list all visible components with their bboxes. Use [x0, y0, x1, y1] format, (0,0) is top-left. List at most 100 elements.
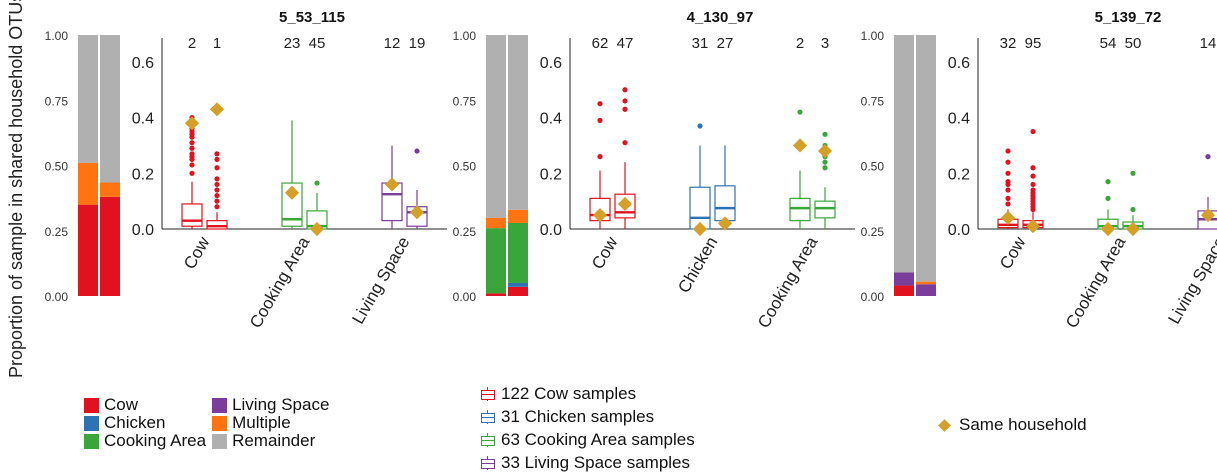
stack-tick-label: 0.25	[453, 225, 477, 239]
source-legend: Cow Chicken Cooking Area Living Space Multi…	[84, 396, 329, 450]
legend-item-chicken: Chicken	[84, 414, 206, 432]
outlier-point	[214, 192, 220, 199]
same-household-label: Same household	[959, 415, 1087, 434]
stack-tick-label: 0.75	[45, 94, 69, 108]
box-tick-label: 0.0	[948, 222, 970, 239]
outlier-point	[1030, 165, 1036, 171]
legend-label: Living Space	[232, 395, 330, 414]
panel-title: 5_139_72	[1095, 9, 1162, 26]
sample-count-label: 27	[717, 35, 734, 52]
legend-swatch	[84, 433, 99, 449]
outlier-point	[822, 131, 828, 137]
stack-segment-multiple	[78, 162, 98, 205]
stack-tick-label: 1.00	[45, 29, 69, 43]
same-household-marker	[1025, 219, 1041, 234]
diamond-icon	[938, 418, 951, 432]
outlier-point	[1130, 206, 1136, 213]
boxplot-legend-item: 122 Cow samples	[480, 382, 695, 405]
sample-count-label: 31	[692, 35, 709, 52]
box-tick-label: 0.6	[540, 55, 562, 72]
outlier-point	[189, 145, 195, 151]
stack-tick-label: 0.25	[45, 225, 69, 239]
outlier-point	[189, 170, 195, 176]
box-tick-label: 0.0	[132, 222, 154, 239]
outlier-point	[1030, 181, 1036, 188]
stack-segment-remainder	[916, 35, 936, 282]
same-household-marker	[717, 216, 733, 231]
stack-tick-label: 0.50	[453, 160, 477, 174]
box-body	[789, 197, 811, 222]
stack-tick-label: 0.00	[45, 290, 69, 304]
same-household-marker	[817, 143, 833, 159]
outlier-point	[314, 180, 320, 186]
sample-count-label: 19	[409, 35, 426, 52]
stack-segment-living-space	[894, 272, 914, 286]
outlier-point	[1005, 187, 1011, 193]
boxplot-legend: 122 Cow samples 31 Chicken samples 63 Cook…	[480, 382, 695, 474]
outlier-point	[797, 109, 803, 115]
outlier-point	[597, 117, 603, 123]
box-tick-label: 0.2	[132, 166, 154, 183]
box-body	[181, 203, 203, 227]
legend-swatch	[84, 397, 99, 413]
outlier-point	[214, 151, 220, 157]
outlier-point	[214, 187, 220, 193]
outlier-point	[189, 140, 195, 146]
category-label: Cooking Area	[754, 233, 822, 331]
boxplot-legend-label: 33 Living Space samples	[501, 453, 691, 472]
stack-segment-cooking-area	[508, 222, 528, 283]
outlier-point	[1105, 179, 1111, 185]
outlier-point	[1005, 201, 1011, 207]
panel-3: 1.00 0.75 0.50 0.25 0.00 5_139_72 0.0 0.2 0.4 0.6…	[861, 9, 1217, 331]
same-household-marker	[1125, 221, 1141, 237]
stack-segment-remainder	[508, 35, 528, 210]
sample-count-label: 54	[1100, 35, 1117, 52]
outlier-point	[622, 87, 628, 93]
sample-count-label: 50	[1125, 35, 1142, 52]
outlier-point	[189, 151, 195, 157]
outlier-point	[1030, 187, 1036, 193]
same-household-marker	[1100, 221, 1116, 237]
sample-count-label: 2	[796, 35, 804, 52]
stack-segment-cow	[100, 196, 120, 296]
same-household-marker	[309, 221, 325, 237]
boxplot-legend-item: 63 Cooking Area samples	[480, 428, 695, 451]
stack-segment-multiple	[916, 281, 936, 285]
boxplot-legend-label: 31 Chicken samples	[501, 407, 655, 426]
outlier-point	[622, 140, 628, 146]
same-household-marker	[209, 102, 225, 117]
legend-label: Remainder	[232, 431, 316, 450]
stack-tick-label: 0.00	[861, 290, 885, 304]
same-household-marker	[592, 208, 608, 223]
legend-item-living-space: Living Space	[212, 396, 329, 414]
stack-segment-cow	[78, 204, 98, 296]
same-household-marker	[617, 196, 633, 212]
same-household-marker	[184, 116, 200, 131]
box-tick-label: 0.4	[540, 111, 562, 128]
panel-title: 5_53_115	[279, 9, 345, 26]
outlier-point	[597, 154, 603, 160]
stack-segment-cow	[894, 285, 914, 296]
legend-swatch	[212, 433, 228, 449]
stack-tick-label: 1.00	[861, 29, 885, 43]
box-tick-label: 0.2	[948, 166, 970, 183]
outlier-point	[189, 162, 195, 168]
category-label: Cow	[180, 233, 214, 273]
legend-swatch	[84, 415, 99, 431]
stack-segment-multiple	[508, 209, 528, 223]
box-tick-label: 0.2	[540, 166, 562, 183]
category-label: Cow	[996, 233, 1030, 273]
sample-count-label: 23	[284, 35, 301, 52]
outlier-point	[214, 204, 220, 210]
legend-swatch	[212, 415, 228, 431]
box-tick-label: 0.4	[132, 111, 154, 128]
same-household-marker	[409, 205, 425, 220]
boxplot-icon	[480, 432, 496, 447]
outlier-point	[1005, 159, 1011, 165]
category-label: Chicken	[674, 234, 721, 297]
same-household-marker	[792, 138, 808, 153]
same-household-marker	[1000, 210, 1016, 225]
sample-count-label: 14	[1200, 35, 1217, 52]
outlier-point	[622, 98, 628, 104]
legend-item-remainder: Remainder	[212, 432, 329, 450]
